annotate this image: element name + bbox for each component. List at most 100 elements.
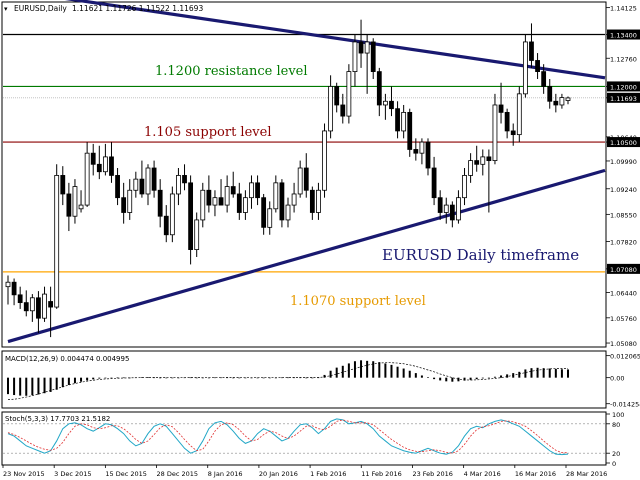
time-tick-label: 4 Mar 2016 xyxy=(464,470,501,478)
price-tick-label: 1.10500 xyxy=(610,139,637,147)
candle-body xyxy=(413,149,419,154)
resistance-label: 1.1200 resistance level xyxy=(155,64,308,79)
macd-bar xyxy=(481,377,484,379)
macd-bar xyxy=(311,377,314,379)
candle-body xyxy=(48,301,54,308)
candle-body xyxy=(480,156,486,165)
macd-bar xyxy=(524,369,527,378)
symbol-label: EURUSD,Daily xyxy=(14,4,67,13)
macd-bar xyxy=(536,367,539,378)
macd-bar xyxy=(420,375,423,378)
candle-body xyxy=(72,186,78,217)
price-tick-label: 1.12760 xyxy=(610,55,637,63)
candle-body xyxy=(188,182,194,250)
price-tick-label: 1.06440 xyxy=(610,290,637,298)
candle-body xyxy=(96,163,102,173)
candle-body xyxy=(316,189,321,213)
macd-bar xyxy=(554,368,557,378)
candle-body xyxy=(382,100,388,106)
candle-body xyxy=(5,281,11,288)
macd-bar xyxy=(457,377,460,382)
candle-body xyxy=(127,189,133,213)
macd-bar xyxy=(92,377,95,380)
candle-body xyxy=(176,175,181,195)
price-tag xyxy=(607,263,640,274)
macd-bar xyxy=(43,377,46,394)
macd-bar xyxy=(445,377,448,382)
macd-bar xyxy=(171,377,174,379)
macd-bar xyxy=(98,377,101,379)
stoch-signal-line xyxy=(7,419,568,454)
macd-bar xyxy=(73,377,76,384)
macd-bar xyxy=(408,370,411,378)
ohlc-readout: 1.11621 1.11726 1.11522 1.11693 xyxy=(72,4,203,13)
candle-body xyxy=(11,281,17,296)
macd-bar xyxy=(335,367,338,378)
time-tick-label: 15 Dec 2015 xyxy=(105,470,147,478)
candle-body xyxy=(376,71,382,106)
candle-body xyxy=(541,71,547,87)
macd-bar xyxy=(220,377,223,379)
time-tick-label: 1 Feb 2016 xyxy=(310,470,346,478)
trendline-0 xyxy=(64,0,606,80)
candle-body xyxy=(547,86,553,102)
time-axis: 23 Nov 2015 3 Dec 2015 15 Dec 2015 28 Dec 2… xyxy=(2,465,607,478)
candle-body xyxy=(535,60,540,73)
macd-bar xyxy=(560,369,563,378)
candle-body xyxy=(224,186,230,206)
price-tag xyxy=(607,137,640,148)
candle-body xyxy=(431,167,437,199)
candle-body xyxy=(468,160,474,176)
macd-bar xyxy=(55,377,58,390)
candle-body xyxy=(553,100,559,106)
candle-body xyxy=(90,152,96,165)
macd-bar xyxy=(463,377,466,381)
macd-bar xyxy=(159,377,162,379)
macd-bar xyxy=(372,361,375,378)
stoch-tick-label: 80 xyxy=(612,421,620,429)
candle-body xyxy=(492,104,498,161)
support-label-1070: 1.1070 support level xyxy=(290,294,426,309)
candle-body xyxy=(242,197,248,213)
timeframe-annotation: EURUSD Daily timeframe xyxy=(382,246,579,264)
candle-body xyxy=(498,104,504,113)
candle-body xyxy=(139,178,145,195)
macd-bar xyxy=(213,377,216,379)
macd-bar xyxy=(232,377,235,379)
candle-body xyxy=(334,86,340,106)
candle-body xyxy=(66,193,72,217)
macd-bar xyxy=(439,377,442,381)
candle-body xyxy=(151,167,157,191)
candle-body xyxy=(559,97,565,106)
stochastic-indicator: 100 80 20 0 xyxy=(3,411,624,468)
candle-body xyxy=(169,193,175,236)
candle-body xyxy=(121,197,127,213)
macd-bar xyxy=(493,376,496,378)
candle-body xyxy=(42,293,47,319)
macd-bar xyxy=(427,377,429,378)
candle-body xyxy=(297,167,303,195)
macd-pane[interactable] xyxy=(1,350,607,409)
macd-bar xyxy=(353,361,356,378)
time-tick-label: 20 Jan 2016 xyxy=(259,470,298,478)
price-tag xyxy=(607,81,640,92)
candle-body xyxy=(328,86,334,132)
candle-body xyxy=(370,41,376,73)
candle-body xyxy=(279,182,285,221)
macd-bar xyxy=(506,374,509,378)
candle-body xyxy=(529,41,534,61)
price-tick-label: 1.09990 xyxy=(610,158,637,166)
price-tick-label: 1.07820 xyxy=(610,238,637,246)
macd-bar xyxy=(110,377,113,379)
candle-body xyxy=(309,189,315,213)
time-tick-label: 23 Feb 2016 xyxy=(412,470,452,478)
candle-body xyxy=(462,175,467,199)
macd-bar xyxy=(122,377,125,379)
macd-tick-label: -0.014254 xyxy=(610,401,640,409)
macd-label: MACD(12,26,9) 0.004474 0.004995 xyxy=(5,355,129,363)
candle-body xyxy=(504,111,510,132)
stoch-tick-label: 20 xyxy=(612,450,620,458)
time-tick-label: 28 Dec 2015 xyxy=(157,470,199,478)
macd-bar xyxy=(287,377,289,379)
macd-bar xyxy=(238,377,241,379)
